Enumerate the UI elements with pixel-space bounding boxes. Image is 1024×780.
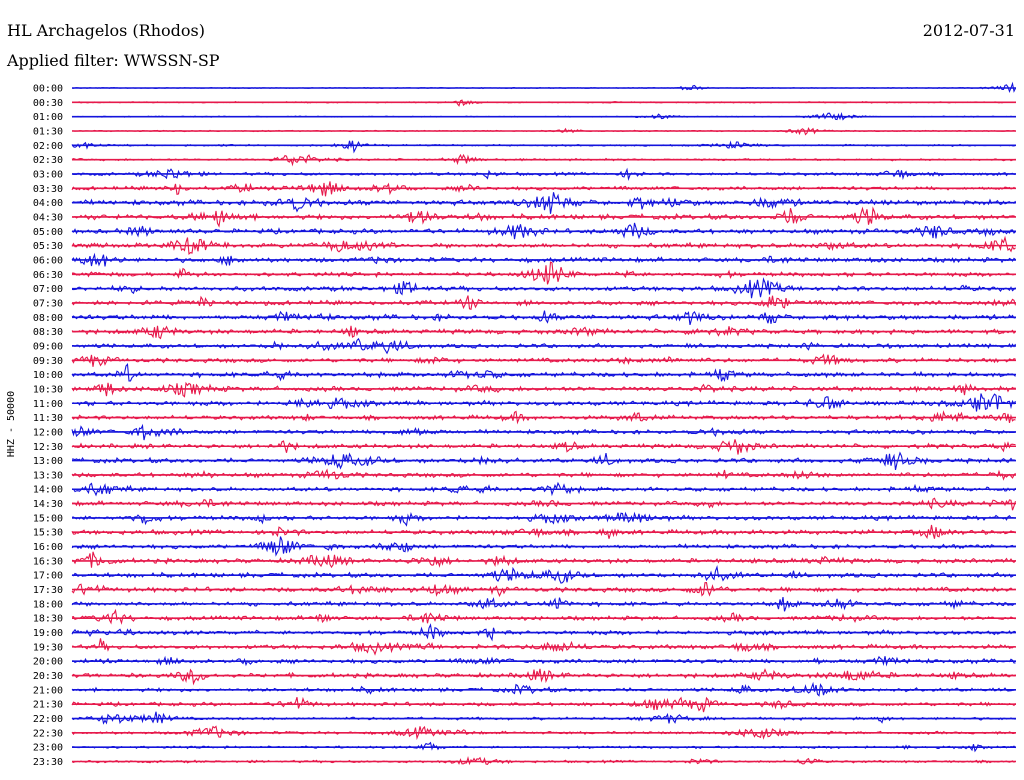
time-label: 22:00 [33, 714, 63, 725]
time-label: 09:30 [33, 356, 63, 367]
trace-line [71, 551, 1016, 569]
time-label: 16:00 [33, 542, 63, 553]
time-label: 05:00 [33, 227, 63, 238]
trace-line [71, 511, 1016, 527]
time-label: 18:30 [33, 614, 63, 625]
trace-line [71, 451, 1016, 471]
time-label: 11:30 [33, 413, 63, 424]
seismic-traces [71, 81, 1017, 766]
date-label: 2012-07-31 [923, 21, 1015, 40]
time-label: 04:00 [33, 198, 63, 209]
time-label: 12:00 [33, 427, 63, 438]
time-label: 15:00 [33, 513, 63, 524]
y-axis-label: HHZ - 50000 [6, 391, 17, 457]
trace-line [71, 140, 1016, 154]
time-label: 01:30 [33, 126, 63, 137]
time-label: 06:00 [33, 255, 63, 266]
trace-line [71, 536, 1016, 557]
time-label: 19:00 [33, 628, 63, 639]
time-label: 10:30 [33, 384, 63, 395]
time-label: 05:30 [33, 241, 63, 252]
trace-line [71, 261, 1016, 285]
time-label: 06:30 [33, 270, 63, 281]
time-label: 03:30 [33, 184, 63, 195]
trace-line [71, 608, 1016, 625]
trace-line [71, 381, 1016, 398]
time-label: 20:00 [33, 657, 63, 668]
time-label: 13:00 [33, 456, 63, 467]
time-label: 18:00 [33, 599, 63, 610]
time-label: 17:30 [33, 585, 63, 596]
time-label: 07:30 [33, 298, 63, 309]
time-label: 02:00 [33, 141, 63, 152]
time-label: 17:00 [33, 571, 63, 582]
time-label: 01:00 [33, 112, 63, 123]
time-label: 22:30 [33, 728, 63, 739]
time-label: 19:30 [33, 642, 63, 653]
time-label: 16:30 [33, 556, 63, 567]
time-label: 07:00 [33, 284, 63, 295]
trace-line [71, 362, 1016, 382]
time-label: 14:00 [33, 485, 63, 496]
time-label: 03:00 [33, 169, 63, 180]
time-label: 21:00 [33, 685, 63, 696]
time-label: 08:00 [33, 313, 63, 324]
station-title: HL Archagelos (Rhodos) [7, 21, 205, 40]
trace-line [71, 711, 1016, 725]
time-label: 10:00 [33, 370, 63, 381]
time-label: 21:30 [33, 700, 63, 711]
trace-line [71, 423, 1016, 441]
time-label: 00:00 [33, 84, 63, 95]
time-label: 12:30 [33, 442, 63, 453]
time-label: 04:30 [33, 212, 63, 223]
time-label: 09:00 [33, 341, 63, 352]
time-label: 23:00 [33, 743, 63, 754]
time-label: 08:30 [33, 327, 63, 338]
time-label: 02:30 [33, 155, 63, 166]
time-label: 14:30 [33, 499, 63, 510]
time-label: 00:30 [33, 98, 63, 109]
time-label: 15:30 [33, 528, 63, 539]
filter-label: Applied filter: WWSSN-SP [6, 51, 220, 70]
time-label: 23:30 [33, 757, 63, 768]
trace-line [71, 192, 1016, 214]
time-label: 11:00 [33, 399, 63, 410]
trace-line [71, 206, 1016, 228]
time-label: 13:30 [33, 470, 63, 481]
time-label: 20:30 [33, 671, 63, 682]
time-labels: 00:00 00:30 01:00 01:30 02:00 02:30 03:00 03:30… [33, 84, 63, 769]
